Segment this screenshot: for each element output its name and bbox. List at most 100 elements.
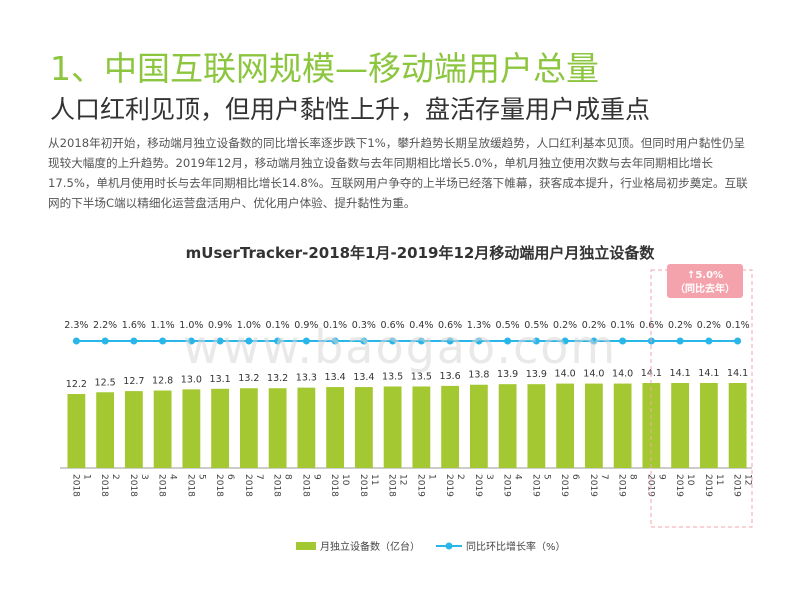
growth-point <box>101 337 109 345</box>
bar <box>182 389 201 468</box>
growth-value-label: 2.3% <box>64 320 88 331</box>
bar <box>383 386 402 468</box>
bar <box>211 388 230 468</box>
bar <box>239 388 258 468</box>
x-tick-label: 2018 <box>358 474 368 497</box>
growth-value-label: 0.2% <box>668 320 692 331</box>
growth-value-label: 0.2% <box>553 320 577 331</box>
x-tick-label: 2018 <box>70 474 80 497</box>
bar <box>297 387 316 468</box>
bar <box>354 387 373 468</box>
x-tick-label: 2018 <box>128 474 138 497</box>
growth-point <box>504 337 512 345</box>
page-title: 1、中国互联网规模—移动端用户总量 <box>50 49 599 88</box>
bar <box>556 383 575 468</box>
bar-value-label: 12.2 <box>66 379 87 390</box>
bar-value-label: 14.1 <box>670 368 691 379</box>
bar-value-label: 13.9 <box>526 369 547 380</box>
growth-value-label: 0.1% <box>323 320 347 331</box>
growth-value-label: 1.0% <box>179 320 203 331</box>
growth-point <box>159 337 167 345</box>
callout-badge <box>667 264 743 298</box>
x-tick-label: 2018 <box>214 474 224 497</box>
callout-value: ↑5.0% <box>687 270 723 281</box>
x-tick-label-month: 8 <box>283 474 293 480</box>
x-tick-labels: 2018 1 2018 2 2018 3 2018 4 2018 5 2018 6 2018 7 2018 8… <box>70 474 752 497</box>
bar <box>527 384 546 468</box>
bar <box>326 387 345 468</box>
callout-caption: （同比去年） <box>675 282 735 295</box>
growth-value-label: 0.4% <box>409 320 433 331</box>
growth-point <box>561 337 569 345</box>
growth-point <box>446 337 454 345</box>
x-tick-label-month: 5 <box>541 474 551 480</box>
x-tick-label: 2018 <box>272 474 282 497</box>
bar <box>67 394 86 468</box>
growth-point <box>274 337 282 345</box>
growth-value-label: 0.1% <box>266 320 290 331</box>
bar-value-label: 13.4 <box>353 372 374 383</box>
growth-point <box>187 337 195 345</box>
x-tick-label: 2018 <box>329 474 339 497</box>
growth-value-label: 1.0% <box>237 320 261 331</box>
bar <box>498 384 517 468</box>
bar <box>469 384 488 468</box>
x-tick-label: 2019 <box>674 474 684 497</box>
bar <box>268 388 287 468</box>
growth-point <box>417 337 425 345</box>
x-tick-label: 2018 <box>243 474 253 497</box>
x-tick-label: 2019 <box>530 474 540 497</box>
x-tick-label-month: 7 <box>254 474 264 480</box>
description-paragraph: 从2018年初开始，移动端月独立设备数的同比增长率逐步跌下1%，攀升趋势长期呈放… <box>48 136 748 210</box>
x-tick-label-month: 6 <box>570 474 580 480</box>
bar-value-label: 13.9 <box>497 369 518 380</box>
x-tick-label: 2019 <box>703 474 713 497</box>
growth-value-label: 0.2% <box>697 320 721 331</box>
growth-value-label: 1.6% <box>122 320 146 331</box>
x-tick-label-month: 2 <box>110 474 120 480</box>
growth-value-label: 1.3% <box>467 320 491 331</box>
x-tick-label: 2018 <box>300 474 310 497</box>
growth-point <box>331 337 339 345</box>
growth-value-label: 0.2% <box>582 320 606 331</box>
legend-line-marker <box>445 542 453 550</box>
x-tick-label-month: 1 <box>426 474 436 480</box>
bar-value-label: 12.8 <box>152 376 173 387</box>
bar-value-label: 13.4 <box>325 372 346 383</box>
growth-value-label: 0.3% <box>352 320 376 331</box>
growth-point <box>705 337 713 345</box>
x-tick-label-month: 1 <box>81 474 91 480</box>
bar <box>412 386 431 468</box>
x-tick-label-month: 3 <box>139 474 149 480</box>
bar <box>584 383 603 468</box>
bar-value-label: 14.1 <box>727 368 748 379</box>
bar <box>96 392 115 468</box>
x-tick-label: 2019 <box>645 474 655 497</box>
growth-point <box>475 337 483 345</box>
bar-value-label: 12.5 <box>95 377 116 388</box>
x-tick-label-month: 9 <box>656 474 666 480</box>
growth-point <box>130 337 138 345</box>
bar-value-label: 13.2 <box>267 373 288 384</box>
growth-value-label: 0.1% <box>611 320 635 331</box>
growth-point <box>619 337 627 345</box>
x-tick-label: 2019 <box>502 474 512 497</box>
growth-value-label: 0.9% <box>208 320 232 331</box>
x-tick-label: 2019 <box>588 474 598 497</box>
page-subtitle: 人口红利见顶，但用户黏性上升，盘活存量用户成重点 <box>50 95 651 124</box>
x-tick-label-month: 11 <box>714 474 724 485</box>
x-tick-label-month: 12 <box>398 474 408 485</box>
x-tick-label-month: 12 <box>743 474 753 485</box>
growth-value-label: 2.2% <box>93 320 117 331</box>
bar-value-label: 14.1 <box>698 368 719 379</box>
x-tick-label: 2018 <box>99 474 109 497</box>
growth-point <box>590 337 598 345</box>
bars-group: 12.2 12.5 12.7 12.8 13.0 13.1 13.2 13.2 13.3 13.4… <box>66 368 748 468</box>
growth-value-label: 0.6% <box>381 320 405 331</box>
bar-value-label: 14.0 <box>583 369 604 380</box>
x-tick-label-month: 6 <box>225 474 235 480</box>
x-tick-label-month: 4 <box>168 474 178 480</box>
x-tick-label: 2018 <box>387 474 397 497</box>
x-tick-label: 2018 <box>157 474 167 497</box>
